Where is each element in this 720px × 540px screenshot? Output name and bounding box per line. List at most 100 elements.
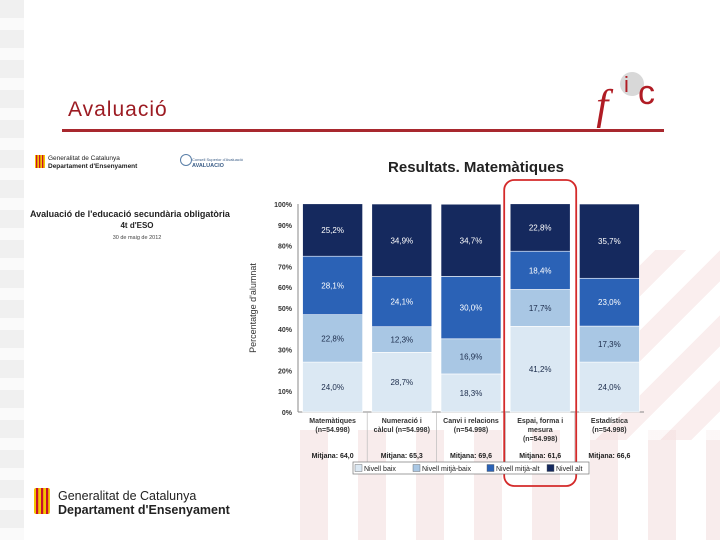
bar-value-label: 17,3% bbox=[598, 340, 621, 349]
bar-segment bbox=[371, 203, 433, 277]
category-mean-label: Mitjana: 64,0 bbox=[312, 453, 354, 460]
generalitat-flag-icon bbox=[35, 155, 45, 168]
legend-label: Nivell mitjà-baix bbox=[422, 466, 472, 473]
category-mean-label: Mitjana: 69,6 bbox=[450, 453, 492, 460]
cover-generalitat: Generalitat de Catalunya bbox=[48, 155, 120, 162]
bar-segment bbox=[509, 203, 571, 252]
x-category-label: Canvi i relacions bbox=[443, 418, 499, 425]
bar-segment bbox=[302, 203, 363, 257]
bar-value-label: 41,2% bbox=[529, 365, 552, 374]
x-category-label: (n=54.998) bbox=[315, 427, 349, 434]
category-mean-label: Mitjana: 65,3 bbox=[381, 453, 423, 460]
bar-value-label: 28,1% bbox=[321, 281, 344, 290]
bar-segment bbox=[371, 276, 433, 328]
bar-value-label: 24,0% bbox=[321, 383, 344, 392]
svg-text:f: f bbox=[596, 81, 614, 128]
y-tick-label: 100% bbox=[274, 202, 293, 209]
cover-agency-name: AVALUACIO bbox=[192, 163, 224, 169]
footer-departament: Departament d'Ensenyament bbox=[58, 503, 230, 517]
bar-segment bbox=[371, 326, 433, 353]
x-category-label: (n=54.998) bbox=[523, 436, 557, 443]
bar-segment bbox=[440, 338, 502, 375]
bar-value-label: 12,3% bbox=[390, 336, 413, 345]
bar-segment bbox=[579, 325, 640, 363]
legend-label: Nivell baix bbox=[364, 466, 396, 473]
bar-value-label: 22,8% bbox=[529, 224, 552, 233]
x-category-label: (n=54.998) bbox=[454, 427, 488, 434]
y-tick-label: 10% bbox=[278, 389, 293, 396]
bar-value-label: 24,1% bbox=[390, 298, 413, 307]
cover-departament: Departament d'Ensenyament bbox=[48, 163, 138, 170]
bar-value-label: 25,2% bbox=[321, 226, 344, 235]
category-mean-label: Mitjana: 61,6 bbox=[519, 453, 561, 460]
legend-label: Nivell alt bbox=[556, 466, 583, 473]
y-tick-label: 60% bbox=[278, 285, 293, 292]
bar-value-label: 35,7% bbox=[598, 237, 621, 246]
legend-label: Nivell mitjà-alt bbox=[496, 466, 540, 473]
bar-value-label: 18,3% bbox=[460, 389, 483, 398]
x-category-label: Estadística bbox=[591, 418, 628, 425]
y-tick-label: 0% bbox=[282, 410, 293, 417]
legend-swatch bbox=[354, 464, 363, 472]
bar-segment bbox=[509, 326, 571, 413]
y-tick-label: 20% bbox=[278, 368, 293, 375]
footer-generalitat: Generalitat de Catalunya bbox=[58, 489, 197, 503]
bar-segment bbox=[440, 203, 502, 277]
bar-segment bbox=[440, 373, 502, 413]
bar-value-label: 34,7% bbox=[460, 236, 483, 245]
x-category-label: mesura bbox=[528, 427, 553, 434]
bar-value-label: 22,8% bbox=[321, 334, 344, 343]
results-chart: Resultats. Matemàtiques 0% 10% 20% 30% 40% 50%… bbox=[248, 150, 654, 490]
cover-agency-subtitle: Consell Superior d'Avaluació bbox=[192, 157, 243, 162]
x-category-label: (n=54.998) bbox=[592, 427, 626, 434]
svg-text:i: i bbox=[624, 72, 629, 97]
y-tick-label: 80% bbox=[278, 244, 293, 251]
bar-value-label: 30,0% bbox=[460, 304, 483, 313]
fic-logo: f i c bbox=[596, 72, 655, 128]
legend-swatch bbox=[486, 464, 495, 472]
chart-title: Resultats. Matemàtiques bbox=[388, 159, 564, 176]
bar-segment bbox=[302, 361, 363, 413]
generalitat-logo-icon bbox=[34, 488, 50, 514]
x-category-label: Numeració i bbox=[382, 418, 422, 425]
legend-box bbox=[352, 461, 590, 475]
bar-value-label: 28,7% bbox=[390, 378, 413, 387]
agency-seal-icon bbox=[180, 154, 192, 166]
cover-course: 4t d'ESO bbox=[120, 221, 154, 230]
bar-segment bbox=[509, 289, 571, 327]
y-tick-label: 40% bbox=[278, 327, 293, 334]
bar-segment bbox=[579, 203, 640, 279]
cover-title: Avaluació de l'educació secundària oblig… bbox=[30, 209, 230, 219]
report-cover-thumbnail: Generalitat de Catalunya Departament d'E… bbox=[26, 152, 248, 244]
x-category-label: Matemàtiques bbox=[309, 418, 356, 425]
bar-segment bbox=[302, 255, 363, 315]
svg-text:c: c bbox=[638, 74, 655, 112]
y-tick-label: 70% bbox=[278, 264, 293, 271]
bar-value-label: 23,0% bbox=[598, 298, 621, 307]
x-category-label: Espai, forma i bbox=[517, 418, 563, 425]
stacked-bar-chart: Resultats. Matemàtiques 0% 10% 20% 30% 40% 50%… bbox=[248, 159, 644, 487]
legend-swatch bbox=[546, 464, 555, 472]
x-category-label: càlcul (n=54.998) bbox=[374, 427, 430, 434]
bar-value-label: 16,9% bbox=[460, 352, 483, 361]
slide-title: Avaluació bbox=[68, 98, 168, 121]
legend-swatch bbox=[412, 464, 421, 472]
background-watermark-stripe bbox=[0, 0, 24, 540]
y-tick-label: 90% bbox=[278, 223, 293, 230]
category-mean-label: Mitjana: 66,6 bbox=[588, 453, 630, 460]
bar-value-label: 18,4% bbox=[529, 266, 552, 275]
highlight-outline bbox=[503, 179, 578, 487]
bar-segment bbox=[440, 276, 502, 340]
bar-segment bbox=[371, 352, 433, 413]
bar-value-label: 17,7% bbox=[529, 304, 552, 313]
bar-segment bbox=[579, 361, 640, 413]
bar-segment bbox=[302, 314, 363, 363]
y-tick-label: 30% bbox=[278, 348, 293, 355]
y-axis-title: Percentatge d'alumnat bbox=[248, 263, 258, 353]
y-tick-label: 50% bbox=[278, 306, 293, 313]
bar-segment bbox=[509, 250, 571, 290]
bar-value-label: 24,0% bbox=[598, 383, 621, 392]
title-divider bbox=[62, 129, 664, 132]
bar-value-label: 34,9% bbox=[390, 236, 413, 245]
bar-segment bbox=[579, 277, 640, 327]
